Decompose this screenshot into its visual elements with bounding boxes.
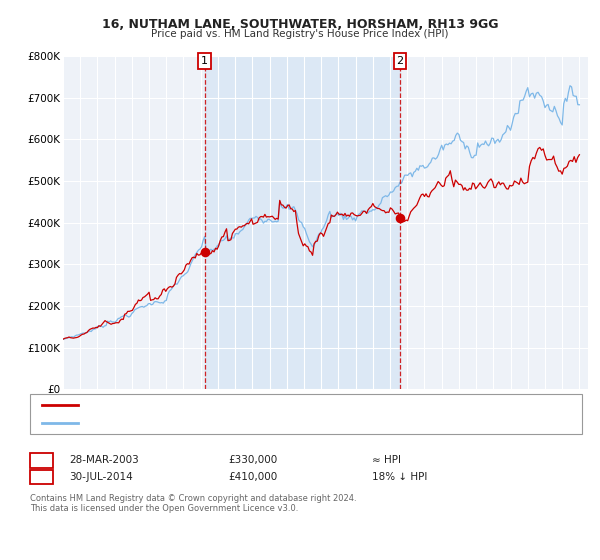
Text: ≈ HPI: ≈ HPI — [372, 455, 401, 465]
Bar — [205, 56, 400, 389]
Text: 28-MAR-2003: 28-MAR-2003 — [69, 455, 139, 465]
Point — [395, 214, 405, 223]
Text: Contains HM Land Registry data © Crown copyright and database right 2024.
This d: Contains HM Land Registry data © Crown c… — [30, 494, 356, 514]
Text: 2: 2 — [397, 56, 404, 66]
Text: 16, NUTHAM LANE, SOUTHWATER, HORSHAM, RH13 9GG: 16, NUTHAM LANE, SOUTHWATER, HORSHAM, RH… — [102, 18, 498, 31]
Text: 16, NUTHAM LANE, SOUTHWATER, HORSHAM, RH13 9GG (detached house): 16, NUTHAM LANE, SOUTHWATER, HORSHAM, RH… — [90, 400, 458, 410]
Text: Price paid vs. HM Land Registry's House Price Index (HPI): Price paid vs. HM Land Registry's House … — [151, 29, 449, 39]
Text: 30-JUL-2014: 30-JUL-2014 — [69, 472, 133, 482]
Text: £330,000: £330,000 — [228, 455, 277, 465]
Text: HPI: Average price, detached house, Horsham: HPI: Average price, detached house, Hors… — [90, 418, 315, 428]
Text: 1: 1 — [38, 455, 45, 465]
Text: 2: 2 — [38, 472, 45, 482]
Text: 1: 1 — [201, 56, 208, 66]
Text: 18% ↓ HPI: 18% ↓ HPI — [372, 472, 427, 482]
Text: £410,000: £410,000 — [228, 472, 277, 482]
Point — [200, 248, 209, 256]
